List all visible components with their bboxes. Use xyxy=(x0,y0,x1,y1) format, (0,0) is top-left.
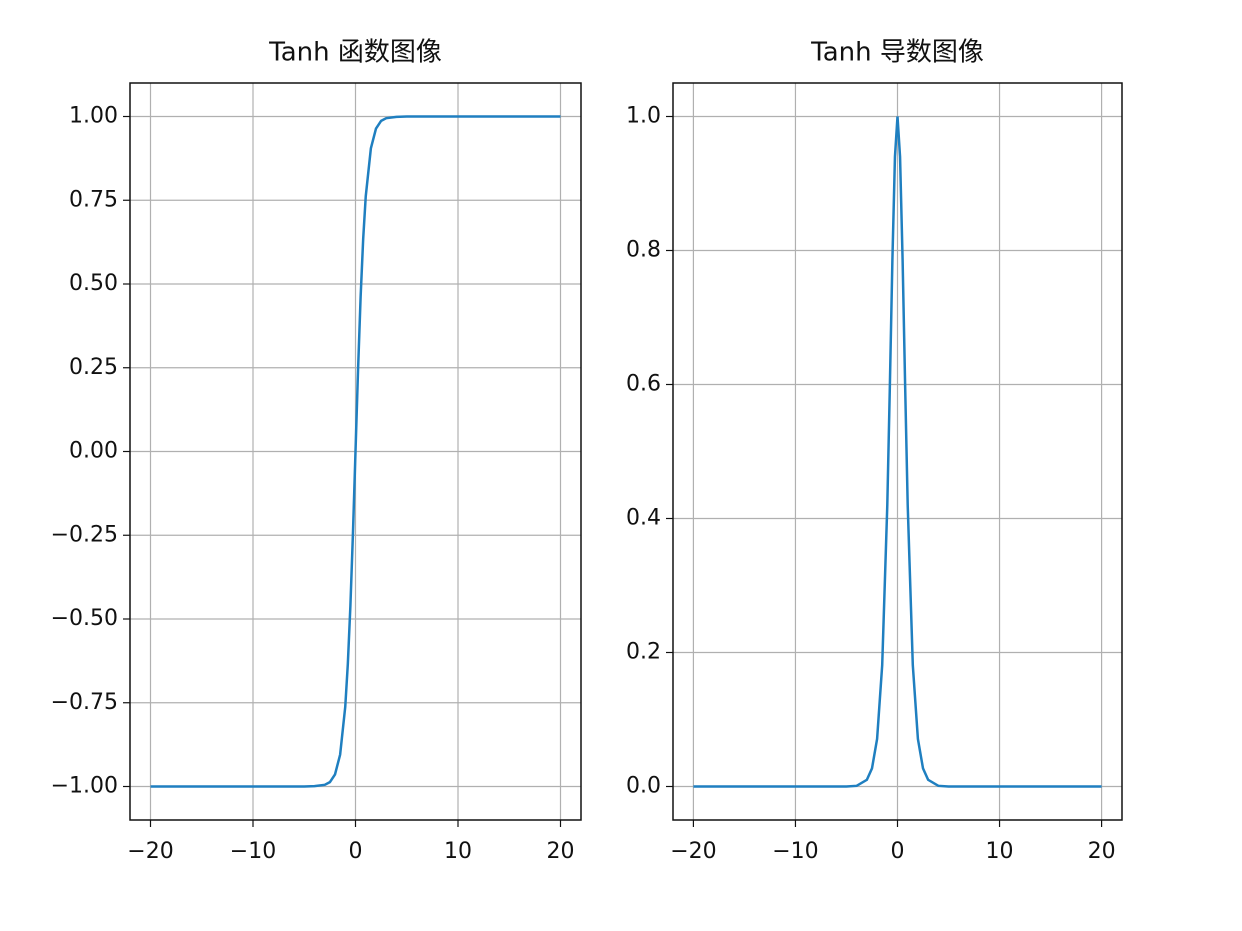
x-tick-label: −20 xyxy=(127,839,173,864)
y-tick-label: −0.50 xyxy=(51,606,118,631)
y-tick-label: 1.00 xyxy=(69,104,118,129)
x-tick-label: 0 xyxy=(349,839,363,864)
y-tick-label: 0.6 xyxy=(626,372,661,397)
chart-title: Tanh 函数图像 xyxy=(268,38,442,68)
x-tick-label: 20 xyxy=(1088,839,1116,864)
x-tick-label: −10 xyxy=(772,839,818,864)
y-tick-label: −0.75 xyxy=(51,690,118,715)
y-tick-label: 0.50 xyxy=(69,271,118,296)
axes-frame xyxy=(129,82,582,821)
x-tick-label: 10 xyxy=(986,839,1014,864)
line xyxy=(150,115,561,788)
chart-title: Tanh 导数图像 xyxy=(810,38,984,68)
y-tick-label: 0.2 xyxy=(626,640,661,665)
line xyxy=(693,116,1102,788)
x-tick-label: −10 xyxy=(230,839,276,864)
y-tick-label: 1.0 xyxy=(626,104,661,129)
y-tick-label: 0.00 xyxy=(69,439,118,464)
x-tick-label: 10 xyxy=(444,839,472,864)
x-tick-label: −20 xyxy=(670,839,716,864)
y-tick-label: 0.0 xyxy=(626,774,661,799)
axes-frame xyxy=(672,82,1123,821)
y-tick-label: −0.25 xyxy=(51,522,118,547)
y-tick-label: 0.25 xyxy=(69,355,118,380)
x-tick-label: 20 xyxy=(547,839,575,864)
y-tick-label: −1.00 xyxy=(51,774,118,799)
x-tick-label: 0 xyxy=(891,839,905,864)
y-tick-label: 0.4 xyxy=(626,506,661,531)
y-tick-label: 0.75 xyxy=(69,187,118,212)
y-tick-label: 0.8 xyxy=(626,238,661,263)
